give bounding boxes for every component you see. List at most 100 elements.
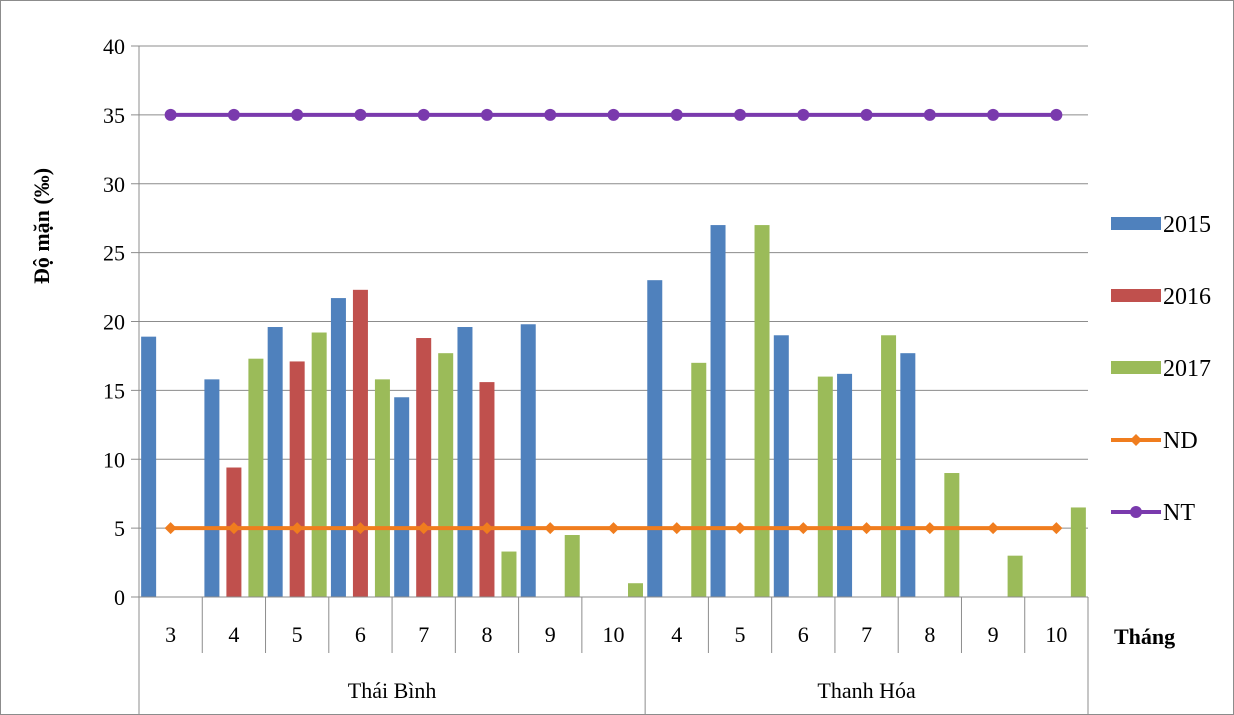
point-ND [1050, 522, 1063, 535]
x-tick-label: 10 [603, 622, 625, 647]
point-ND [544, 522, 557, 535]
bar-2015 [457, 327, 473, 597]
point-NT [860, 108, 873, 121]
point-ND [923, 522, 936, 535]
point-ND [480, 522, 493, 535]
bar-2017 [1070, 507, 1086, 597]
point-NT [164, 108, 177, 121]
bar-2015 [900, 353, 916, 597]
legend-label: NT [1163, 500, 1195, 526]
y-tick-label: 20 [103, 310, 125, 335]
bar-2015 [710, 225, 726, 597]
y-tick-label: 30 [103, 172, 125, 197]
point-NT [354, 108, 367, 121]
point-ND [670, 522, 683, 535]
bar-2017 [248, 358, 264, 597]
point-NT [480, 108, 493, 121]
bar-2017 [1007, 555, 1023, 597]
x-tick-label: 4 [228, 622, 239, 647]
bar-2017 [881, 335, 897, 597]
point-NT [734, 108, 747, 121]
point-NT [291, 108, 304, 121]
y-tick-label: 40 [103, 34, 125, 59]
point-ND [417, 522, 430, 535]
legend-swatch-2016 [1111, 289, 1161, 302]
bar-2017 [628, 583, 643, 597]
bar-2016 [352, 289, 368, 597]
y-tick-label: 0 [114, 585, 125, 610]
x-tick-label: 9 [545, 622, 556, 647]
point-ND [164, 522, 177, 535]
point-NT [797, 108, 810, 121]
point-NT [987, 108, 1000, 121]
x-tick-label: 3 [165, 622, 176, 647]
bar-2015 [204, 379, 220, 597]
point-NT [923, 108, 936, 121]
x-tick-label: 5 [292, 622, 303, 647]
legend-label: ND [1163, 428, 1198, 454]
point-NT [607, 108, 620, 121]
reference-lines [164, 108, 1063, 535]
bar-2015 [837, 373, 853, 597]
x-tick-label: 6 [355, 622, 366, 647]
bar-2015 [141, 336, 157, 597]
point-ND [797, 522, 810, 535]
point-ND [227, 522, 240, 535]
y-tick-label: 10 [103, 447, 125, 472]
x-group-label: Thanh Hóa [817, 678, 916, 703]
bar-2017 [754, 225, 770, 597]
legend-marker-NT [1130, 506, 1142, 518]
bars [141, 225, 1086, 597]
point-NT [670, 108, 683, 121]
x-tick-label: 9 [988, 622, 999, 647]
legend-marker-ND [1130, 434, 1142, 446]
legend-label: 2017 [1163, 356, 1211, 382]
x-tick-label: 8 [481, 622, 492, 647]
bar-2015 [647, 280, 663, 597]
x-tick-label: 7 [418, 622, 429, 647]
x-axis [138, 596, 1089, 714]
x-axis-title: Tháng [1114, 624, 1175, 649]
legend: 2015 2016 2017 ND NT [1111, 212, 1211, 526]
x-tick-label: 8 [924, 622, 935, 647]
point-NT [544, 108, 557, 121]
x-axis-labels: 3 4 5 6 7 8 9 10 4 5 6 7 8 9 10 Thái Bình Thanh Hóa [165, 622, 1067, 703]
point-ND [291, 522, 304, 535]
bar-2016 [289, 361, 305, 597]
point-ND [607, 522, 620, 535]
y-tick-label: 15 [103, 378, 125, 403]
x-tick-label: 4 [671, 622, 682, 647]
y-tick-label: 35 [103, 103, 125, 128]
point-ND [860, 522, 873, 535]
bar-2015 [330, 298, 346, 597]
x-tick-label: 5 [735, 622, 746, 647]
x-tick-label: 10 [1045, 622, 1067, 647]
bar-2017 [501, 551, 517, 597]
bar-2015 [394, 397, 410, 597]
bar-2017 [944, 473, 960, 597]
point-NT [227, 108, 240, 121]
point-ND [734, 522, 747, 535]
bar-2017 [311, 332, 327, 597]
x-tick-label: 7 [861, 622, 872, 647]
point-NT [1050, 108, 1063, 121]
bar-2015 [520, 324, 536, 597]
y-tick-label: 25 [103, 241, 125, 266]
x-tick-label: 6 [798, 622, 809, 647]
legend-label: 2016 [1163, 284, 1211, 310]
bar-2017 [691, 362, 707, 597]
legend-swatch-2017 [1111, 361, 1161, 374]
legend-swatch-2015 [1111, 217, 1161, 230]
bar-2017 [564, 535, 580, 597]
bar-2017 [817, 376, 833, 597]
bar-2016 [416, 338, 432, 597]
legend-label: 2015 [1163, 212, 1211, 238]
point-NT [417, 108, 430, 121]
bar-2015 [773, 335, 789, 597]
point-ND [987, 522, 1000, 535]
bar-2017 [374, 379, 390, 597]
bar-2017 [438, 353, 454, 597]
point-ND [354, 522, 367, 535]
y-axis-ticks: 0 5 10 15 20 25 30 35 40 [103, 34, 140, 610]
